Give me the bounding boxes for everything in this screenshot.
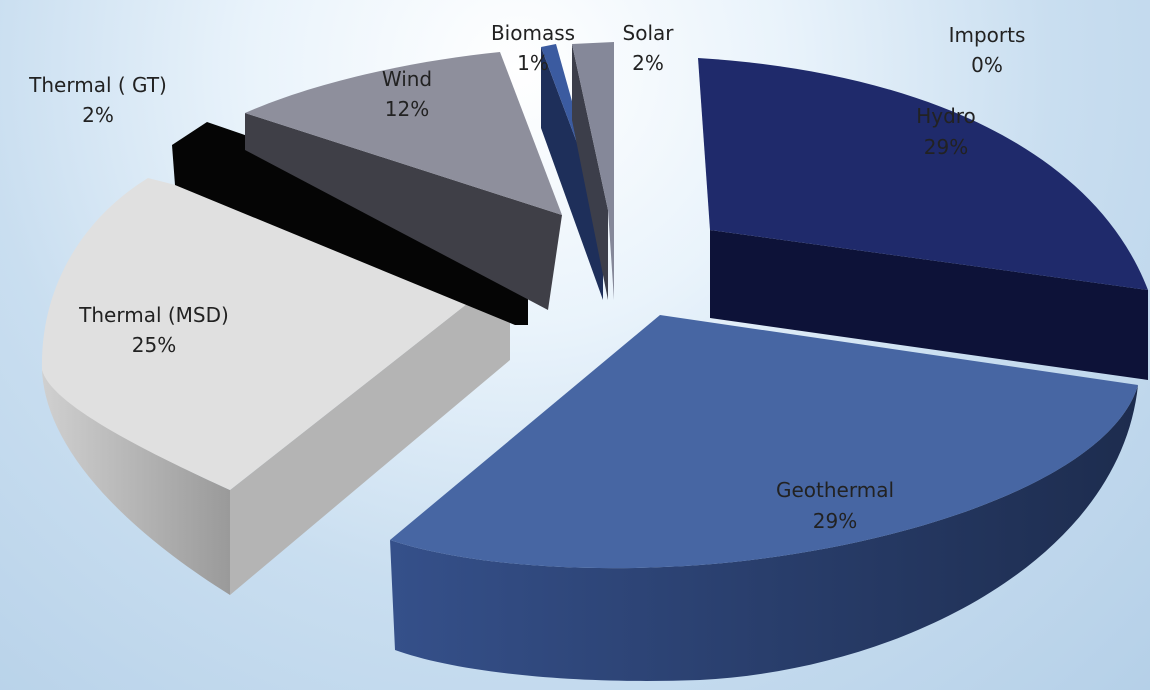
slice-wind-side <box>245 113 562 310</box>
label-solar-name: Solar <box>623 21 675 45</box>
label-thermal-gt-value: 2% <box>82 103 114 127</box>
slice-hydro-top <box>698 58 1148 290</box>
slice-thermal-msd-side <box>42 370 230 595</box>
label-imports-name: Imports <box>949 23 1026 47</box>
slice-thermal-msd-side2 <box>230 270 510 595</box>
label-thermal-gt-name: Thermal ( GT) <box>28 73 167 97</box>
label-wind-value: 12% <box>385 97 429 121</box>
slice-wind <box>245 52 562 310</box>
label-biomass-value: 1% <box>517 51 549 75</box>
label-geothermal-value: 29% <box>813 509 857 533</box>
label-biomass-name: Biomass <box>491 21 575 45</box>
label-wind-name: Wind <box>382 67 432 91</box>
slice-hydro <box>698 58 1148 380</box>
label-imports-value: 0% <box>971 53 1003 77</box>
slice-geothermal-top <box>390 315 1138 569</box>
label-hydro-value: 29% <box>924 135 968 159</box>
slice-thermal-gt-top <box>172 122 528 325</box>
label-thermal-msd-value: 25% <box>132 333 176 357</box>
slice-solar-top <box>572 42 614 300</box>
label-solar-value: 2% <box>632 51 664 75</box>
slice-solar-side <box>572 44 608 300</box>
slice-wind-top <box>245 52 562 215</box>
slice-solar <box>572 42 614 300</box>
label-hydro-name: Hydro <box>916 104 976 128</box>
label-thermal-msd-name: Thermal (MSD) <box>78 303 229 327</box>
slice-geothermal-side <box>390 385 1138 681</box>
slice-biomass-side <box>541 47 603 300</box>
label-geothermal-name: Geothermal <box>776 478 894 502</box>
slice-hydro-side <box>710 230 1148 380</box>
slice-geothermal <box>390 315 1138 681</box>
slice-thermal-gt <box>172 122 528 325</box>
